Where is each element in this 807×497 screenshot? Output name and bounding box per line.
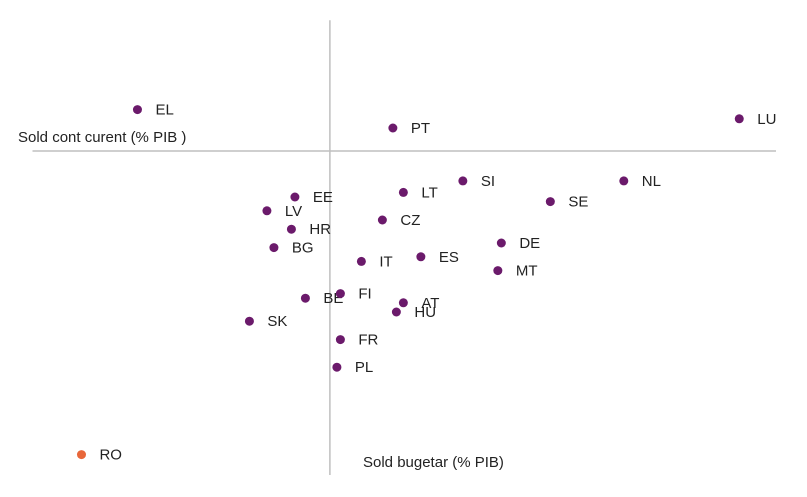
- point-label: AT: [421, 295, 439, 312]
- point: [398, 187, 408, 197]
- point: [356, 256, 366, 266]
- point-label: CZ: [400, 212, 420, 229]
- point: [269, 243, 279, 253]
- point-label: BG: [292, 240, 314, 257]
- point-label: RO: [99, 447, 122, 464]
- point: [416, 252, 426, 262]
- point-label: FR: [358, 332, 378, 349]
- point: [262, 206, 272, 216]
- point: [335, 289, 345, 299]
- point: [290, 192, 300, 202]
- point-label: SI: [481, 173, 495, 190]
- point-label: SE: [568, 194, 588, 211]
- point-label: LU: [757, 111, 776, 128]
- point-label: PT: [411, 120, 430, 137]
- point: [458, 176, 468, 186]
- point-label: HR: [309, 221, 331, 238]
- point: [391, 307, 401, 317]
- point-label: LT: [421, 184, 437, 201]
- point: [286, 224, 296, 234]
- point: [545, 197, 555, 207]
- point-label: PL: [355, 359, 373, 376]
- point: [332, 362, 342, 372]
- point: [335, 335, 345, 345]
- point: [493, 266, 503, 276]
- point-label: FI: [358, 286, 371, 303]
- point-label: EL: [155, 102, 173, 119]
- point-label: DE: [519, 235, 540, 252]
- point-label: NL: [642, 173, 661, 190]
- point: [398, 298, 408, 308]
- y-axis-label: Sold bugetar (% PIB): [363, 454, 504, 471]
- point: [132, 105, 142, 115]
- point: [734, 114, 744, 124]
- point-label: HU: [414, 304, 436, 321]
- point: [496, 238, 506, 248]
- point: [377, 215, 387, 225]
- point-label: EE: [313, 189, 333, 206]
- point: [244, 316, 254, 326]
- point: [619, 176, 629, 186]
- point: [300, 293, 310, 303]
- point-label: MT: [516, 263, 538, 280]
- point: [76, 450, 86, 460]
- point: [388, 123, 398, 133]
- x-axis-label: Sold cont curent (% PIB ): [18, 129, 186, 146]
- point-label: SK: [267, 313, 287, 330]
- point-label: ES: [439, 249, 459, 266]
- point-label: LV: [285, 203, 302, 220]
- point-label: IT: [379, 253, 392, 270]
